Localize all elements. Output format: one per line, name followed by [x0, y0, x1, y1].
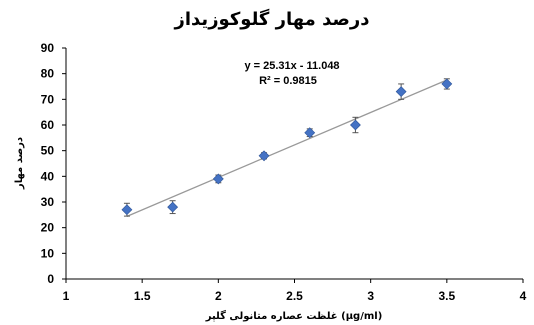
y-tick-label: 60 [41, 118, 55, 132]
trendline [126, 79, 448, 218]
data-point [304, 127, 316, 139]
y-tick-label: 80 [41, 67, 55, 81]
x-tick-label: 4 [520, 289, 527, 303]
x-tick-label: 3.5 [438, 289, 455, 303]
error-bars [123, 78, 450, 217]
y-tick-label: 30 [41, 195, 55, 209]
y-tick-label: 10 [41, 246, 55, 260]
x-tick-label: 1.5 [134, 289, 151, 303]
y-tick-label: 40 [41, 169, 55, 183]
y-tick-label: 20 [41, 221, 55, 235]
data-point [121, 204, 133, 216]
data-point [258, 150, 270, 162]
data-point [395, 86, 407, 98]
data-points [121, 78, 453, 216]
y-tick-label: 90 [41, 41, 55, 55]
data-point [212, 173, 224, 185]
x-tick-label: 3 [367, 289, 374, 303]
x-tick-label: 2 [215, 289, 222, 303]
y-tick-label: 50 [41, 144, 55, 158]
r-squared-label: R² = 0.9815 [259, 75, 317, 87]
chart-title: درصد مهار گلوکوزیداز [174, 8, 370, 30]
y-axis-ticks: 0 10 20 30 40 50 60 70 80 90 [41, 41, 66, 286]
x-axis-ticks: 1 1.5 2 2.5 3 3.5 4 [63, 279, 527, 303]
trendline-segment [126, 79, 448, 218]
data-point [167, 201, 179, 213]
y-tick-label: 0 [47, 272, 54, 286]
x-tick-label: 2.5 [286, 289, 303, 303]
x-tick-label: 1 [63, 289, 70, 303]
data-point [441, 78, 453, 90]
regression-equation: y = 25.31x - 11.048 [244, 60, 339, 72]
x-axis-label: غلظت عصاره متانولی گلپر (µg/ml) [205, 309, 383, 322]
y-axis-label: درصد مهار [14, 137, 25, 190]
y-tick-label: 70 [41, 92, 55, 106]
data-point [350, 119, 361, 131]
